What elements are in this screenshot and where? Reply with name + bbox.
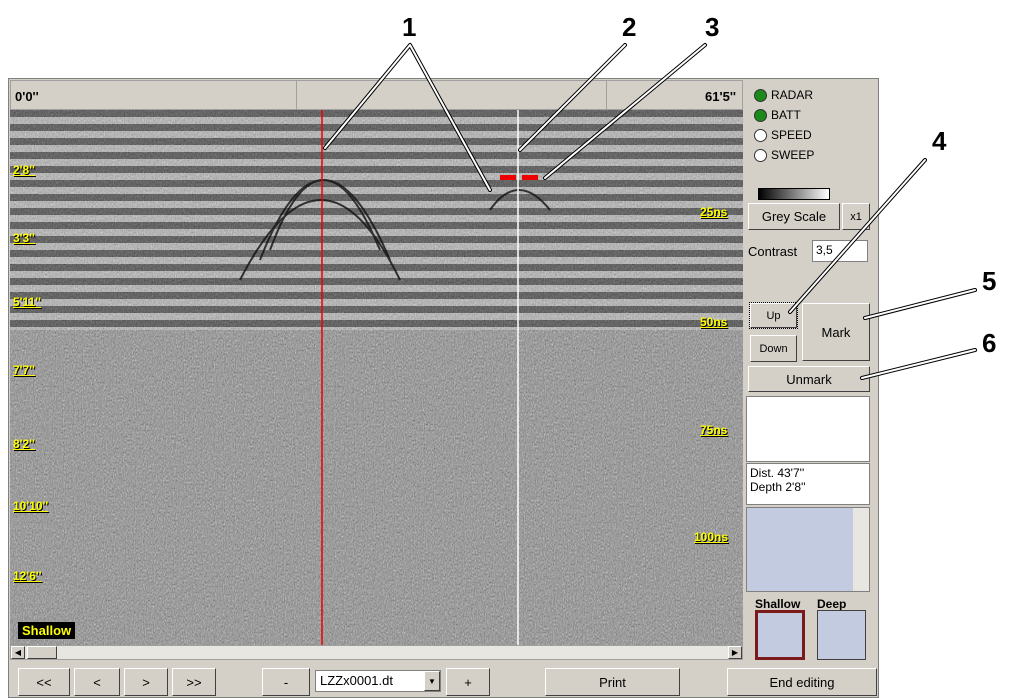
- callout-number: 3: [705, 12, 719, 43]
- page: 0'0'' 61'5'' 2'8'' 3'3'' 5'11'' 7'7'' 8'…: [0, 0, 1014, 698]
- callout-number: 1: [402, 12, 416, 43]
- callout-number: 5: [982, 266, 996, 297]
- callout-number: 4: [932, 126, 946, 157]
- callout-number: 2: [622, 12, 636, 43]
- callout-number: 6: [982, 328, 996, 359]
- callout-lines: [0, 0, 1014, 698]
